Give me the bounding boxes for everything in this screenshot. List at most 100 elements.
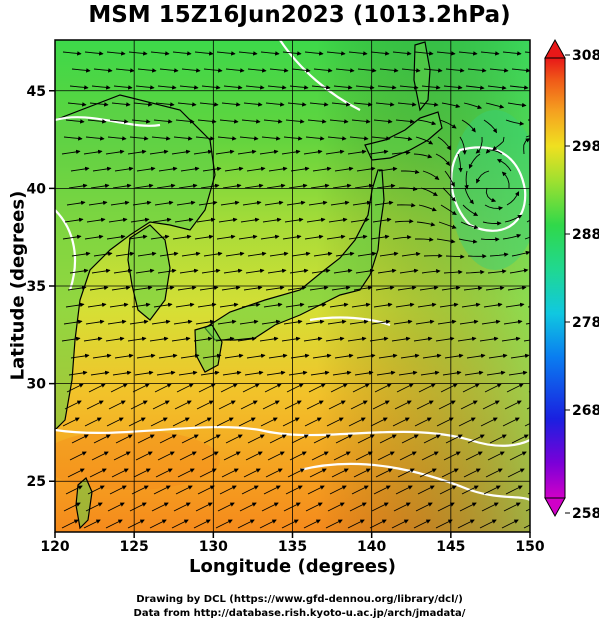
streamline-arrow bbox=[439, 302, 459, 308]
streamline-arrow bbox=[350, 217, 370, 223]
streamline-arrow bbox=[487, 85, 507, 91]
streamline-arrow bbox=[237, 336, 257, 342]
streamline-arrow bbox=[506, 383, 524, 393]
streamline-arrow bbox=[395, 302, 415, 308]
streamline-arrow bbox=[327, 319, 347, 325]
streamline-arrow bbox=[287, 102, 307, 107]
streamline-arrow bbox=[290, 353, 310, 359]
streamline-arrow bbox=[417, 119, 437, 126]
streamline-arrow bbox=[194, 51, 214, 56]
streamline-arrow bbox=[353, 102, 373, 107]
streamline-arrow bbox=[128, 417, 146, 427]
streamline-arrow bbox=[460, 400, 478, 410]
streamline-arrow bbox=[87, 485, 105, 495]
streamline-arrow bbox=[397, 102, 417, 107]
streamline-arrow bbox=[224, 166, 244, 172]
streamline-arrow bbox=[243, 468, 261, 478]
streamline-arrow bbox=[195, 502, 213, 512]
streamline-arrow bbox=[524, 422, 530, 427]
colorbar-scale bbox=[544, 57, 566, 499]
streamline-arrow bbox=[93, 68, 113, 73]
streamline-arrow bbox=[220, 200, 240, 206]
streamline-arrow bbox=[333, 85, 353, 90]
streamline-arrow bbox=[445, 254, 465, 259]
streamline-arrow bbox=[201, 451, 219, 461]
streamline-arrow bbox=[357, 251, 377, 257]
streamline-arrow bbox=[485, 468, 503, 478]
streamline-arrow bbox=[266, 183, 286, 189]
x-axis-ticks: 120 125 130 135 140 145 150 bbox=[40, 532, 545, 555]
streamline-arrow bbox=[85, 319, 105, 325]
streamline-arrow bbox=[63, 319, 83, 325]
streamline-arrow bbox=[134, 183, 154, 189]
streamline-arrow bbox=[332, 183, 352, 189]
streamline-arrow bbox=[438, 221, 457, 229]
streamline-arrow bbox=[445, 68, 465, 73]
streamline-arrow bbox=[523, 524, 530, 529]
streamline-arrow bbox=[481, 319, 501, 325]
streamline-arrow bbox=[421, 268, 441, 274]
streamline-arrow bbox=[195, 319, 215, 325]
streamline-arrow bbox=[107, 319, 127, 325]
streamline-arrow bbox=[105, 519, 123, 529]
streamline-arrow bbox=[171, 519, 189, 529]
streamline-arrow bbox=[370, 51, 390, 56]
streamline-arrow bbox=[200, 370, 220, 376]
streamline-arrow bbox=[88, 383, 106, 393]
streamline-arrow bbox=[64, 400, 82, 410]
streamline-arrow bbox=[480, 237, 500, 242]
streamline-arrow bbox=[435, 153, 451, 166]
streamline-arrow bbox=[459, 136, 467, 155]
streamline-arrow bbox=[68, 370, 88, 376]
streamline-arrow bbox=[378, 353, 398, 359]
streamline-arrow bbox=[415, 136, 434, 145]
streamline-arrow bbox=[483, 302, 503, 308]
streamline-arrow bbox=[525, 322, 530, 325]
streamline-arrow bbox=[135, 268, 155, 274]
streamline-arrow bbox=[131, 485, 149, 495]
streamline-arrow bbox=[525, 508, 530, 512]
streamline-arrow bbox=[177, 285, 197, 291]
streamline-arrow bbox=[370, 417, 388, 427]
streamline-arrow bbox=[239, 502, 257, 512]
streamline-arrow bbox=[215, 149, 235, 155]
streamline-arrow bbox=[221, 468, 239, 478]
streamline-arrow bbox=[435, 519, 453, 529]
streamline-arrow bbox=[71, 68, 91, 73]
streamline-arrow bbox=[221, 285, 241, 291]
streamline-arrow bbox=[509, 85, 529, 90]
streamline-arrow bbox=[313, 68, 333, 73]
streamline-arrow bbox=[260, 51, 280, 56]
streamline-arrow bbox=[329, 302, 349, 308]
streamline-arrow bbox=[284, 400, 302, 410]
streamline-arrow bbox=[181, 68, 201, 73]
streamline-arrow bbox=[84, 234, 104, 240]
streamline-arrow bbox=[394, 400, 412, 410]
streamline-arrow bbox=[87, 302, 107, 308]
streamline-arrow bbox=[263, 119, 283, 124]
streamline-arrow bbox=[422, 170, 440, 180]
streamline-arrow bbox=[327, 502, 345, 512]
streamline-arrow bbox=[283, 502, 301, 512]
streamline-arrow bbox=[241, 119, 261, 124]
streamline-arrow bbox=[303, 149, 323, 155]
streamline-arrow bbox=[531, 171, 537, 188]
streamline-arrow bbox=[263, 485, 281, 495]
streamline-arrow bbox=[504, 400, 522, 410]
streamline-arrow bbox=[195, 136, 215, 141]
streamline-arrow bbox=[459, 319, 479, 325]
streamline-arrow bbox=[417, 302, 437, 308]
streamline-arrow bbox=[291, 251, 311, 257]
streamline-arrow bbox=[179, 85, 199, 90]
streamline-arrow bbox=[392, 417, 410, 427]
streamline-arrow bbox=[109, 302, 129, 308]
streamline-arrow bbox=[114, 353, 134, 359]
streamline-arrow bbox=[154, 200, 174, 206]
streamline-arrow bbox=[489, 68, 509, 73]
streamline-arrow bbox=[401, 434, 419, 444]
streamline-arrow bbox=[442, 187, 456, 202]
colorbar-tick-label: 308 bbox=[572, 48, 599, 64]
streamline-arrow bbox=[157, 451, 175, 461]
streamline-arrow bbox=[309, 468, 327, 478]
streamline-arrow bbox=[246, 353, 266, 359]
